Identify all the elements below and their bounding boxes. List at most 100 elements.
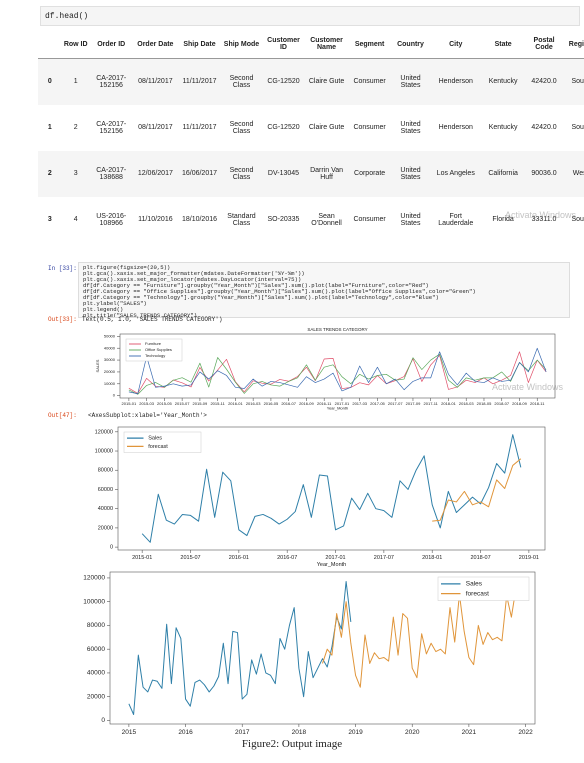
column-header: Customer Name	[305, 30, 349, 59]
table-cell: 18/10/2016	[181, 216, 218, 223]
table-cell: 12/06/2017	[137, 170, 173, 177]
x-tick-label: 2018-01	[441, 401, 456, 406]
table-cell: California	[488, 170, 518, 177]
y-tick-label: 20000	[104, 369, 116, 374]
x-tick-label: 2022	[518, 729, 533, 736]
column-header: Order Date	[132, 30, 178, 59]
legend-label: Furniture	[145, 341, 162, 346]
code-line: plt.ylabel("SALES")	[83, 300, 147, 307]
x-tick-label: 2017-11	[424, 401, 439, 406]
x-tick-label: 2015-03	[139, 401, 154, 406]
output-text: Text(0.5, 1.0, 'SALES TRENDS CATEGORY')	[82, 316, 223, 323]
x-tick-label: 2019	[348, 729, 363, 736]
x-tick-label: 2017	[235, 729, 250, 736]
legend-label: Sales	[148, 436, 162, 442]
series-line	[432, 458, 522, 522]
table-cell: 08/11/2017	[138, 78, 173, 86]
table-cell: Consumer	[353, 124, 386, 131]
table-cell: Consumer	[353, 78, 386, 86]
table-cell: 90036.0	[531, 170, 557, 177]
table-row: 0 1 CA-2017-152156 08/11/2017 11/11/2017 Seco…	[38, 58, 584, 105]
table-cell: 42420.0	[531, 124, 557, 131]
y-tick-label: 80000	[87, 622, 105, 629]
x-tick-label: 2018-09	[512, 401, 527, 406]
table-cell: CA-2017-152156	[96, 74, 127, 89]
table-cell: Claire Gute	[308, 78, 345, 86]
column-header: City	[429, 30, 482, 59]
table-cell: Sean O'Donnell	[311, 212, 342, 227]
row-index: 2	[47, 170, 52, 177]
column-header: Ship Date	[177, 30, 222, 59]
table-cell: Henderson	[438, 78, 473, 86]
column-header: Row ID	[61, 30, 90, 59]
y-tick-label: 50000	[104, 333, 116, 338]
x-tick-label: 2015-01	[122, 401, 137, 406]
column-header: Region	[563, 30, 584, 59]
series-line	[141, 434, 522, 543]
code-line: df[df.Category == "Furniture"].groupby("…	[83, 282, 429, 289]
table-cell: South	[571, 78, 584, 86]
table-cell: Standard Class	[227, 212, 256, 227]
x-tick-label: 2015-11	[210, 401, 225, 406]
column-header: Segment	[348, 30, 392, 59]
output-prompt: Out[33]:	[48, 316, 77, 323]
y-tick-label: 10000	[104, 381, 116, 386]
y-tick-label: 20000	[98, 525, 113, 531]
table-cell: 4	[73, 216, 78, 223]
x-tick-label: 2018-01	[422, 555, 442, 561]
table-cell: Kentucky	[488, 124, 518, 131]
table-cell: Henderson	[438, 124, 473, 131]
table-cell: CA-2017-152156	[96, 120, 127, 135]
legend-label: forecast	[148, 444, 168, 450]
legend-box	[125, 338, 183, 362]
table-cell: DV-13045	[267, 170, 300, 177]
table-cell: CA-2017-138688	[96, 166, 127, 181]
y-tick-label: 60000	[98, 487, 113, 493]
code-line: plt.figure(figsize=(20,5))	[83, 264, 171, 271]
legend-label: Office Supplies	[145, 347, 172, 352]
y-tick-label: 0	[110, 545, 113, 551]
x-tick-label: 2018-03	[459, 401, 474, 406]
table-cell: 42420.0	[531, 78, 557, 86]
y-axis-label: SALES	[95, 359, 100, 372]
table-cell: United States	[400, 166, 421, 181]
table-cell: Kentucky	[488, 78, 518, 86]
table-cell: Consumer	[353, 216, 386, 223]
x-tick-label: 2018-05	[477, 401, 492, 406]
code-line: plt.gca().xaxis.set_major_formatter(mdat…	[83, 270, 305, 277]
chart-title: SALES TRENDS CATEGORY	[307, 327, 367, 332]
x-tick-label: 2016-05	[264, 401, 279, 406]
table-cell: 2	[73, 124, 78, 131]
header-row: Row ID Order ID Order Date Ship Date Ship Mo…	[38, 30, 584, 59]
column-header: Customer ID	[261, 30, 306, 59]
table-cell: Second Class	[229, 166, 254, 181]
code-cell: plt.figure(figsize=(20,5)) plt.gca().xaxi…	[78, 262, 570, 318]
x-tick-label: 2016-11	[317, 401, 332, 406]
y-tick-label: 40000	[87, 670, 105, 677]
y-tick-label: 40000	[98, 506, 113, 512]
y-tick-label: 100000	[83, 598, 105, 605]
x-tick-label: 2017-07	[374, 555, 394, 561]
y-tick-label: 30000	[104, 357, 116, 362]
column-header: Postal Code	[524, 30, 564, 59]
y-tick-label: 120000	[95, 429, 113, 435]
table-row: 1 2 CA-2017-152156 08/11/2017 11/11/2017 Seco…	[38, 105, 584, 151]
table-cell: 11/10/2016	[138, 216, 173, 223]
table-cell: CG-12520	[267, 124, 300, 131]
table-cell: Claire Gute	[308, 124, 345, 131]
y-tick-label: 0	[101, 717, 105, 724]
series-line	[128, 347, 547, 395]
index-header	[38, 30, 62, 59]
x-axis-label: Year_Month	[317, 562, 346, 568]
x-tick-label: 2016-07	[281, 401, 296, 406]
watermark: Activate Windows	[505, 210, 577, 220]
output-text: <AxesSubplot:xlabel='Year_Month'>	[88, 412, 207, 419]
x-tick-label: 2016-07	[277, 555, 297, 561]
table-cell: Darrin Van Huff	[310, 166, 344, 181]
x-tick-label: 2018	[292, 729, 307, 736]
table-cell: Corporate	[354, 170, 386, 177]
code-line: df[df.Category == "Office Supplies"].gro…	[83, 288, 476, 295]
watermark: Activate Windows	[492, 382, 564, 392]
